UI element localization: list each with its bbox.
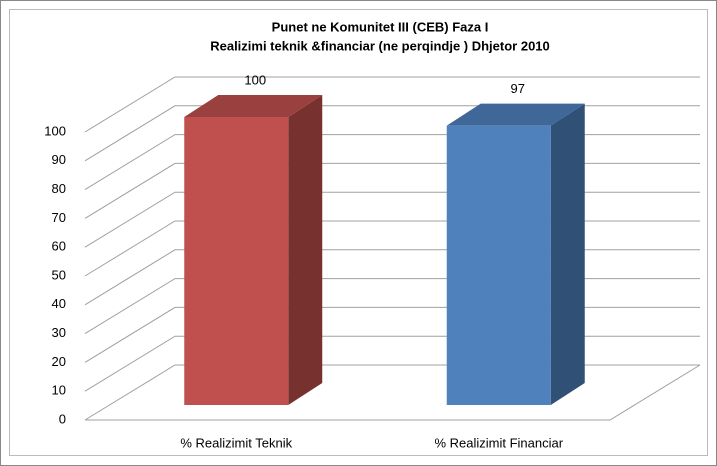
y-tick-label: 90 <box>52 152 66 167</box>
y-tick-label: 100 <box>44 123 66 138</box>
y-tick-label: 60 <box>52 239 66 254</box>
x-tick-label: % Realizimit Teknik <box>180 435 292 450</box>
y-tick-label: 20 <box>52 354 66 369</box>
y-tick-label: 30 <box>52 325 66 340</box>
bar <box>446 125 551 405</box>
chart-subtitle: Realizimi teknik &financiar (ne perqindj… <box>210 38 550 53</box>
y-tick-label: 80 <box>52 181 66 196</box>
data-label: 97 <box>511 81 525 96</box>
bar-top <box>446 103 585 126</box>
bar <box>184 117 289 405</box>
data-label: 100 <box>244 72 266 87</box>
y-tick-label: 10 <box>52 383 66 398</box>
x-tick-label: % Realizimit Financiar <box>434 435 563 450</box>
grid-line <box>84 76 700 133</box>
chart-title: Punet ne Komunitet III (CEB) Faza I <box>272 19 489 34</box>
y-tick-label: 70 <box>52 210 66 225</box>
bar-side <box>550 103 585 405</box>
plot-border <box>9 9 708 456</box>
y-tick-label: 50 <box>52 267 66 282</box>
bar-side <box>288 95 323 405</box>
y-tick-label: 0 <box>59 411 66 426</box>
floor <box>85 364 701 421</box>
bar-top <box>184 95 323 117</box>
y-tick-label: 40 <box>52 296 66 311</box>
